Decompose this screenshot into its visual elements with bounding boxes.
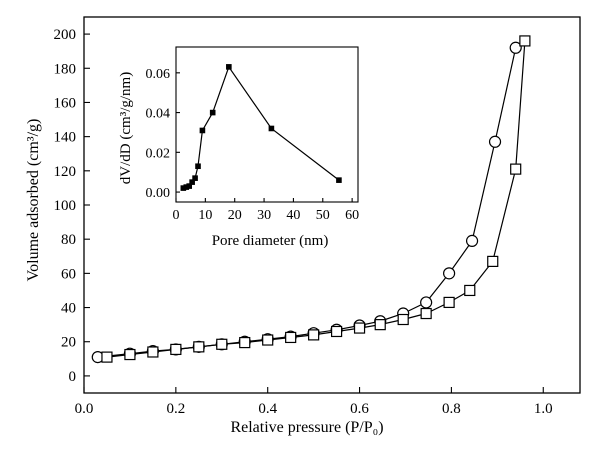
inset-series-1-line [183, 65, 340, 189]
main-square-point [262, 334, 274, 346]
inset-series-points [180, 64, 342, 191]
main-circle-point [443, 267, 456, 280]
inset-filled-square-point [209, 109, 216, 116]
main-chart: 0.0 0.2 0.4 0.6 0.8 1.00204060801001201401601… [25, 16, 581, 436]
main-y-tick-label: 40 [61, 301, 76, 317]
main-square-point [464, 284, 476, 297]
main-circle-point [465, 234, 479, 247]
inset-y-tick-label: 0.06 [146, 67, 171, 82]
inset-filled-square-point [199, 127, 206, 134]
main-square-point [330, 325, 343, 338]
inset-plot-frame [175, 46, 359, 203]
main-x-axis-title: Relative pressure (P/P₀) [230, 419, 383, 436]
inset-x-tick-label: 40 [286, 208, 300, 223]
main-square-point [308, 329, 320, 341]
inset-x-tick-label: 0 [173, 208, 180, 223]
inset-filled-square-point [180, 185, 187, 191]
main-y-tick-label: 80 [61, 232, 76, 248]
main-y-tick-label: 120 [54, 164, 77, 180]
main-circle-point [509, 41, 522, 54]
inset-x-tick-label: 50 [316, 208, 330, 223]
inset-x-tick-label: 60 [345, 208, 359, 223]
main-square-point [510, 163, 522, 175]
main-square-point [519, 35, 531, 47]
main-y-tick-label: 180 [54, 61, 77, 77]
main-square-point [147, 346, 159, 358]
main-square-point [374, 319, 386, 331]
main-square-point [101, 351, 113, 363]
main-axis-ticks: 0.0 0.2 0.4 0.6 0.8 1.00204060801001201401601… [54, 27, 553, 417]
inset-filled-square-point [189, 179, 195, 185]
main-square-point [124, 348, 136, 361]
main-y-tick-label: 140 [54, 130, 77, 146]
inset-axis-ticks: 0 10 20 30 40 50 60 0.00 0.02 0.04 0.06 [146, 67, 360, 223]
main-square-point [443, 296, 455, 309]
main-circle-point [488, 135, 502, 148]
main-circle-point [420, 296, 433, 309]
inset-y-axis-title: dV/dD (cm³/g/nm) [118, 72, 134, 184]
inset-y-tick-label: 0.00 [146, 186, 171, 201]
main-square-point [397, 313, 409, 326]
inset-x-tick-label: 20 [228, 208, 242, 223]
main-y-tick-label: 200 [54, 27, 77, 43]
main-square-point [239, 336, 251, 349]
main-square-point [216, 338, 228, 350]
main-x-tick-label: 0.8 [442, 401, 461, 417]
inset-filled-square-point [192, 175, 198, 181]
main-x-tick-label: 0.2 [166, 401, 185, 417]
main-y-tick-label: 160 [54, 95, 77, 111]
inset-filled-square-point [226, 64, 232, 70]
inset-filled-square-point [195, 163, 201, 170]
main-y-tick-label: 60 [61, 266, 76, 282]
inset-x-axis-title: Pore diameter (nm) [212, 233, 329, 249]
main-y-tick-label: 0 [69, 369, 77, 385]
main-square-point [170, 343, 182, 356]
main-series-points [91, 35, 531, 364]
main-square-point [193, 341, 205, 353]
inset-x-tick-label: 10 [198, 208, 212, 223]
inset-filled-square-point [186, 183, 193, 189]
main-square-point [353, 322, 366, 334]
main-square-point [420, 307, 432, 320]
main-y-axis-title: Volume adsorbed (cm³/g) [25, 119, 42, 282]
main-x-tick-label: 0.6 [350, 401, 369, 417]
inset-chart: 0 10 20 30 40 50 60 0.00 0.02 0.04 0.06 Pore diame… [118, 46, 360, 249]
inset-filled-square-point [336, 177, 342, 183]
main-square-point [285, 331, 297, 344]
main-x-tick-label: 1.0 [534, 401, 553, 417]
inset-filled-square-point [183, 184, 190, 190]
inset-y-tick-label: 0.02 [146, 146, 171, 161]
inset-x-tick-label: 30 [257, 208, 271, 223]
inset-filled-square-point [268, 125, 275, 132]
inset-y-tick-label: 0.04 [146, 107, 171, 122]
main-x-tick-label: 0.4 [258, 401, 277, 417]
main-x-tick-label: 0.0 [75, 401, 94, 417]
inset-series-line [183, 65, 340, 189]
main-y-tick-label: 100 [54, 198, 77, 214]
main-square-point [487, 255, 499, 267]
main-y-tick-label: 20 [61, 335, 76, 351]
